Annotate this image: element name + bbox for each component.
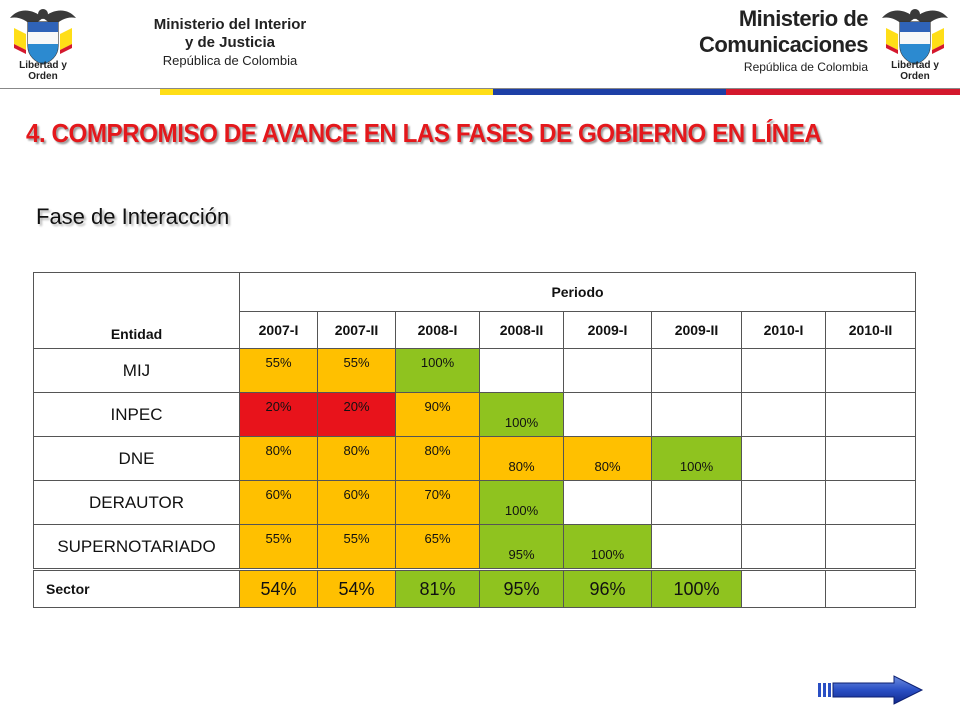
- progress-cell: [651, 524, 742, 569]
- crest-motto: Libertad y Orden: [891, 60, 939, 82]
- sector-progress-cell: 81%: [395, 570, 480, 608]
- progress-cell: [825, 348, 916, 393]
- progress-cell: 100%: [651, 436, 742, 481]
- crest-motto: Libertad y Orden: [19, 60, 67, 82]
- colombia-crest-left: Libertad y Orden: [8, 4, 78, 82]
- coat-of-arms-icon: [10, 9, 76, 65]
- table-row: DERAUTOR 60% 60% 70% 100%: [33, 480, 916, 525]
- period-header-cell: 2010-I: [741, 311, 826, 349]
- progress-cell: 80%: [317, 436, 396, 481]
- progress-cell: 20%: [239, 392, 318, 437]
- progress-cell: 80%: [479, 436, 564, 481]
- progress-cell: 60%: [239, 480, 318, 525]
- coat-of-arms-icon: [882, 9, 948, 65]
- sector-table: Sector 54% 54% 81% 95% 96% 100%: [33, 570, 916, 608]
- period-header-cell: 2008-II: [479, 311, 564, 349]
- sector-progress-cell: 54%: [239, 570, 318, 608]
- flag-stripe-white: [0, 89, 160, 95]
- progress-cell: 60%: [317, 480, 396, 525]
- next-arrow-icon: [818, 675, 924, 705]
- progress-cell: [741, 392, 826, 437]
- section-subtitle: Fase de Interacción: [36, 204, 230, 229]
- progress-cell: 20%: [317, 392, 396, 437]
- progress-cell: [563, 480, 652, 525]
- entity-name: DNE: [33, 436, 240, 481]
- progress-cell: 55%: [239, 348, 318, 393]
- progress-cell: 100%: [479, 392, 564, 437]
- ministry-interior-block: Ministerio del Interior y de Justicia Re…: [100, 16, 360, 70]
- ministry-interior-line2: y de Justicia: [184, 34, 276, 51]
- flag-stripe-red: [726, 89, 960, 95]
- colombia-crest-right: Libertad y Orden: [880, 4, 950, 82]
- flag-stripe-blue: [493, 89, 726, 95]
- progress-cell: [651, 480, 742, 525]
- republic-label-left: República de Colombia: [162, 53, 298, 68]
- progress-cell: [563, 392, 652, 437]
- ministry-communications-line1: Ministerio de: [738, 6, 869, 31]
- progress-cell: [651, 348, 742, 393]
- sector-label: Sector: [33, 570, 240, 608]
- entity-column-header: Entidad: [33, 272, 240, 349]
- progress-cell: [741, 524, 826, 569]
- entity-name: MIJ: [33, 348, 240, 393]
- sector-progress-cell: [825, 570, 916, 608]
- period-header-cell: 2008-I: [395, 311, 480, 349]
- period-header-cell: 2009-II: [651, 311, 742, 349]
- entity-name: INPEC: [33, 392, 240, 437]
- sector-row: Sector 54% 54% 81% 95% 96% 100%: [33, 570, 916, 608]
- sector-progress-cell: [741, 570, 826, 608]
- entity-name: DERAUTOR: [33, 480, 240, 525]
- progress-cell: [479, 348, 564, 393]
- table-row: DNE 80% 80% 80% 80% 80% 100%: [33, 436, 916, 481]
- sector-progress-cell: 95%: [479, 570, 564, 608]
- progress-cell: 95%: [479, 524, 564, 569]
- progress-table: Entidad Periodo 2007-I 2007-II 2008-I 2008-…: [33, 272, 916, 569]
- progress-cell: 70%: [395, 480, 480, 525]
- progress-cell: [651, 392, 742, 437]
- progress-cell: [563, 348, 652, 393]
- sector-progress-cell: 54%: [317, 570, 396, 608]
- table-row: INPEC 20% 20% 90% 100%: [33, 392, 916, 437]
- progress-cell: 55%: [317, 348, 396, 393]
- progress-cell: [741, 348, 826, 393]
- ministry-communications-block: Ministerio de Comunicaciones República d…: [690, 6, 869, 76]
- period-header-cell: 2007-I: [239, 311, 318, 349]
- table-row: SUPERNOTARIADO 55% 55% 65% 95% 100%: [33, 524, 916, 569]
- period-header-cell: 2009-I: [563, 311, 652, 349]
- page-title: 4. COMPROMISO DE AVANCE EN LAS FASES DE …: [26, 118, 822, 148]
- progress-cell: [825, 480, 916, 525]
- progress-cell: 55%: [317, 524, 396, 569]
- progress-cell: [741, 480, 826, 525]
- ministry-interior-line1: Ministerio del Interior: [153, 16, 307, 33]
- table-row: MIJ 55% 55% 100%: [33, 348, 916, 393]
- progress-cell: 80%: [563, 436, 652, 481]
- period-column-header: Periodo: [239, 272, 916, 312]
- progress-cell: 55%: [239, 524, 318, 569]
- sector-progress-cell: 96%: [563, 570, 652, 608]
- progress-cell: 80%: [395, 436, 480, 481]
- entity-name: SUPERNOTARIADO: [33, 524, 240, 569]
- progress-cell: [741, 436, 826, 481]
- sector-progress-cell: 100%: [651, 570, 742, 608]
- progress-cell: [825, 392, 916, 437]
- progress-cell: 90%: [395, 392, 480, 437]
- progress-cell: [825, 524, 916, 569]
- flag-color-stripe: [0, 88, 960, 95]
- next-slide-button[interactable]: [816, 674, 924, 706]
- progress-cell: 100%: [395, 348, 480, 393]
- ministry-communications-line2: Comunicaciones: [698, 32, 869, 57]
- progress-cell: 80%: [239, 436, 318, 481]
- flag-stripe-yellow: [160, 89, 493, 95]
- progress-cell: [825, 436, 916, 481]
- progress-cell: 65%: [395, 524, 480, 569]
- progress-cell: 100%: [563, 524, 652, 569]
- period-header-cell: 2007-II: [317, 311, 396, 349]
- period-header-cell: 2010-II: [825, 311, 916, 349]
- republic-label-right: República de Colombia: [743, 60, 868, 74]
- progress-cell: 100%: [479, 480, 564, 525]
